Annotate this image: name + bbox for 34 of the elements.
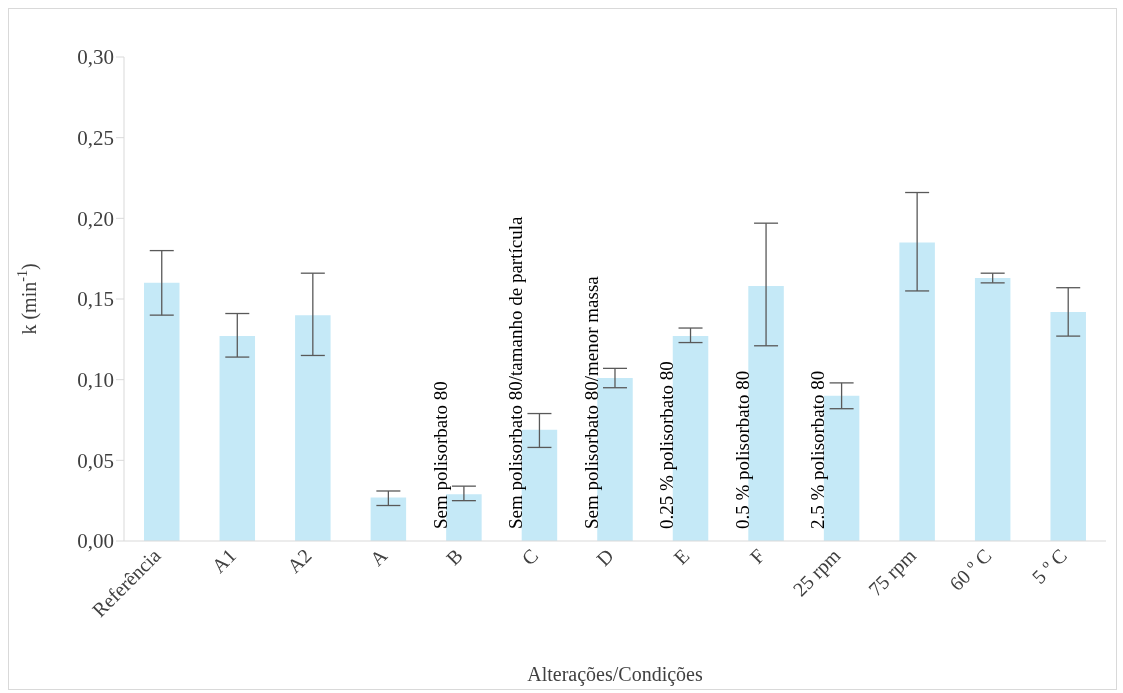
y-tick-label: 0,20 xyxy=(77,206,114,231)
x-tick-label: 75 rpm xyxy=(863,543,921,601)
bar xyxy=(144,282,180,541)
bar xyxy=(295,315,331,541)
y-tick-label: 0,15 xyxy=(77,287,114,312)
x-tick-label: D xyxy=(592,544,618,571)
annotation: Sem polisorbato 80/menor massa xyxy=(580,275,602,529)
annotation: 0.5 % polisorbato 80 xyxy=(731,370,753,529)
x-axis-title: Alterações/Condições xyxy=(527,663,703,686)
annotation: Sem polisorbato 80/tamanho de partícula xyxy=(505,216,527,529)
y-tick-label: 0,30 xyxy=(77,45,114,70)
annotation: 0.25 % polisorbato 80 xyxy=(656,361,678,529)
x-tick-label: F xyxy=(745,544,769,568)
y-tick-label: 0,05 xyxy=(77,448,114,473)
y-tick-label: 0,25 xyxy=(77,126,114,151)
x-tick-label: A1 xyxy=(207,544,241,578)
bar xyxy=(974,278,1011,541)
bar xyxy=(370,497,407,541)
x-tick-label: B xyxy=(441,544,467,570)
x-tick-label: A xyxy=(365,543,392,571)
x-tick-label: 5 º C xyxy=(1027,544,1072,588)
bar xyxy=(219,336,256,541)
x-tick-label: E xyxy=(669,544,694,569)
bar xyxy=(1050,311,1086,541)
bar xyxy=(899,242,935,541)
annotation: Sem polisorbato 80 xyxy=(429,381,451,529)
y-tick-label: 0,00 xyxy=(77,529,114,554)
y-tick-label: 0,10 xyxy=(77,368,114,393)
bar xyxy=(446,494,482,541)
x-tick-label: C xyxy=(517,544,543,570)
annotation: 2.5 % polisorbato 80 xyxy=(807,370,829,529)
x-tick-label: A2 xyxy=(282,544,316,578)
x-tick-label: 25 rpm xyxy=(788,543,846,601)
x-tick-label: 60 º C xyxy=(944,544,996,595)
